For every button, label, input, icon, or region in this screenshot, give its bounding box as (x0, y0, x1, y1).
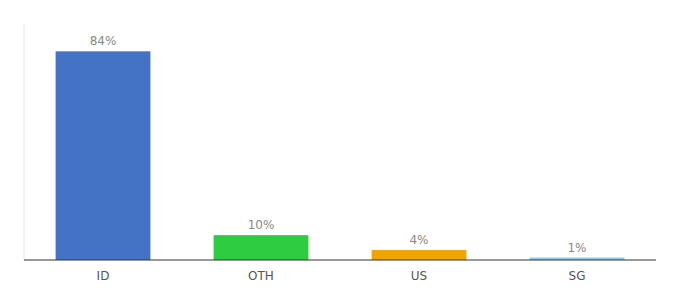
bar (214, 235, 309, 260)
data-label: 10% (248, 218, 275, 232)
bars (56, 51, 625, 260)
x-tick-label: US (411, 269, 427, 283)
bar (372, 250, 467, 260)
data-label: 1% (567, 241, 586, 255)
x-tick-label: OTH (248, 269, 274, 283)
bar (56, 51, 151, 260)
y-range-line (24, 24, 25, 260)
x-tick-label: SG (569, 269, 586, 283)
chart: 84% 10% 4% 1% ID OTH US SG (0, 0, 680, 300)
page: {"chart_data": {"type": "bar", "categori… (0, 0, 680, 300)
x-tick-label: ID (97, 269, 110, 283)
data-label: 4% (409, 233, 428, 247)
x-axis-line (24, 260, 656, 261)
data-label: 84% (90, 34, 117, 48)
